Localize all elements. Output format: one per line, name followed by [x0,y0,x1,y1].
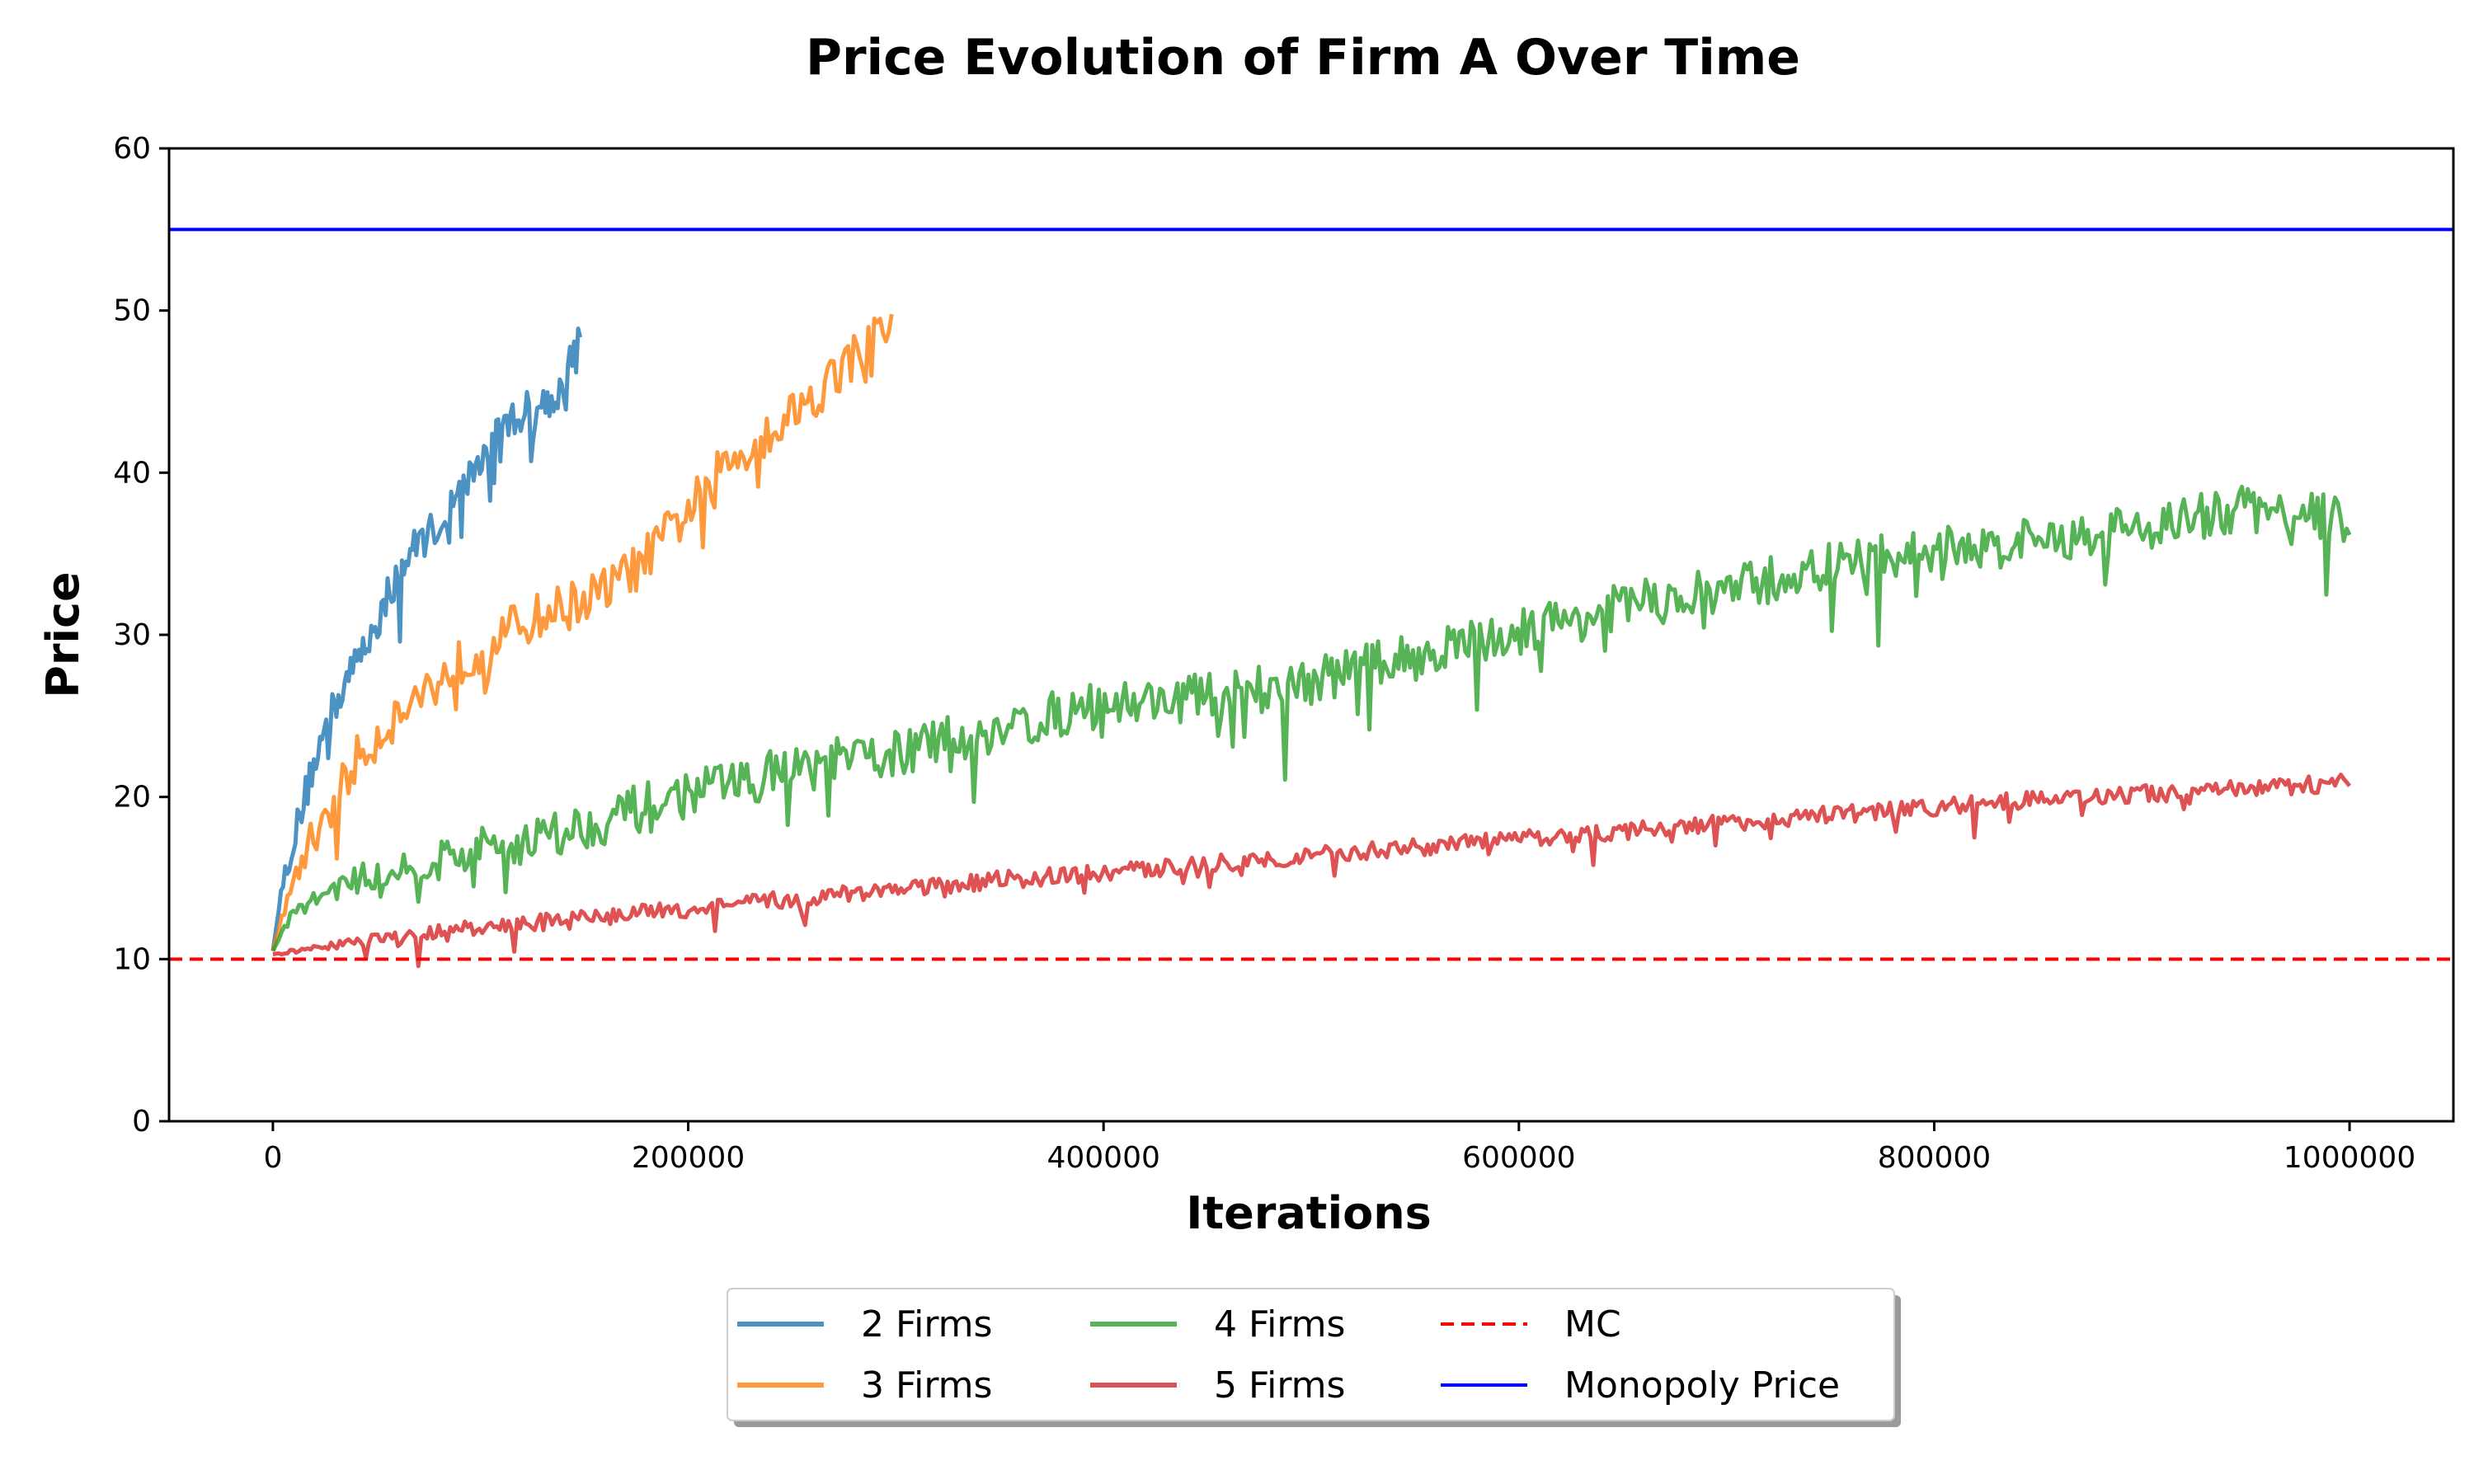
axis-ticks: 0 10 20 30 40 50 60 0 200000 400000 600000 800000 10… [113,132,2415,1175]
legend-label-monopoly-price: Monopoly Price [1564,1364,1840,1407]
series-line-3-firms [270,313,894,952]
x-tick-label: 200000 [632,1141,745,1175]
x-tick-label: 1000000 [2284,1141,2415,1175]
series-line-5-firms [272,773,2352,969]
y-tick-label: 20 [113,781,151,815]
x-tick-label: 800000 [1878,1141,1991,1175]
legend-label-3-firms: 3 Firms [861,1364,992,1407]
legend-label-5-firms: 5 Firms [1214,1364,1345,1407]
x-tick-label: 0 [263,1141,282,1175]
y-axis-label: Price [37,571,89,697]
y-tick-label: 30 [113,618,151,652]
legend-label-mc: MC [1564,1303,1621,1345]
x-tick-label: 600000 [1462,1141,1575,1175]
y-tick-label: 50 [113,294,151,328]
plot-frame [167,147,2455,1123]
chart-title: Price Evolution of Firm A Over Time [806,29,1800,87]
y-tick-label: 0 [132,1105,151,1139]
legend-label-2-firms: 2 Firms [861,1303,992,1345]
plot-area [169,228,2453,969]
y-tick-label: 60 [113,132,151,166]
legend: 2 Firms 3 Firms 4 Firms 5 Firms MC Monopoly P… [727,1288,1901,1427]
legend-box [727,1288,1895,1421]
series-line-4-firms [270,484,2352,952]
legend-label-4-firms: 4 Firms [1214,1303,1345,1345]
x-tick-label: 400000 [1047,1141,1159,1175]
series-line-2-firms [270,326,583,951]
x-axis-label: Iterations [1186,1187,1432,1239]
y-tick-label: 40 [113,456,151,490]
y-tick-label: 10 [113,942,151,976]
